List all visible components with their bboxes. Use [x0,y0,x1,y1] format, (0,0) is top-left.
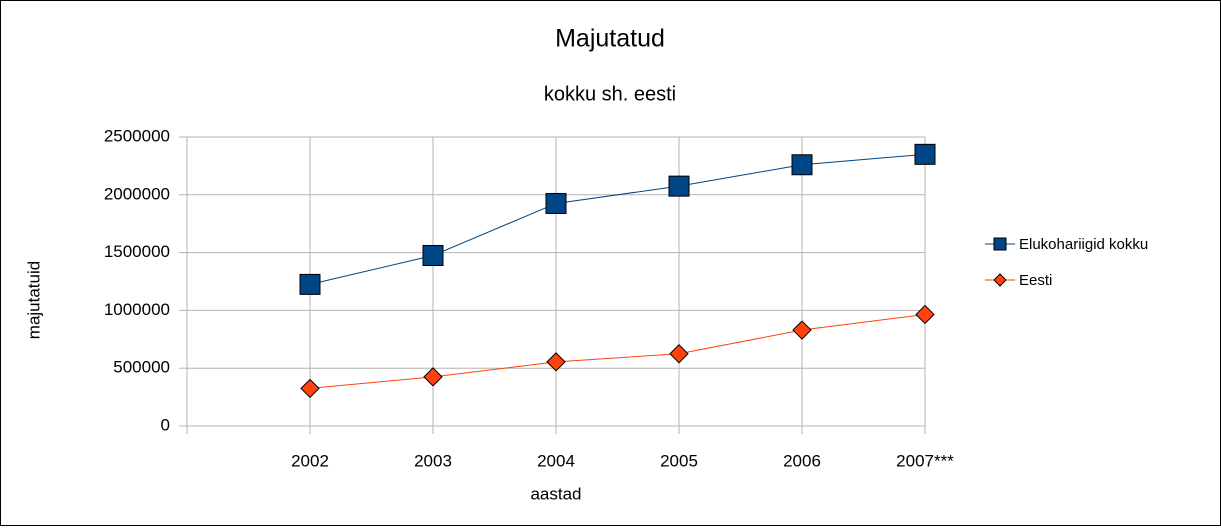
data-point [545,192,567,214]
series-line [309,153,926,285]
data-point [299,273,321,295]
x-tick-label: 2006 [783,451,821,470]
y-tick-label: 2500000 [104,126,170,145]
legend-label: Elukohariigid kokku [1019,236,1148,253]
data-point [422,244,444,266]
y-axis-label: majutatuid [24,261,43,339]
data-point [791,154,813,176]
chart-title: Majutatud [555,25,665,53]
y-tick-label: 2000000 [104,184,170,203]
x-tick-label: 2003 [414,451,452,470]
data-point [914,143,936,165]
y-tick-label: 500000 [113,358,170,377]
x-tick-label: 2007*** [896,451,954,470]
x-tick-label: 2005 [660,451,698,470]
y-tick-label: 1000000 [104,300,170,319]
y-tick-label: 0 [161,415,170,434]
data-point [423,367,443,387]
series-line [309,313,926,389]
y-tick-label: 1500000 [104,242,170,261]
legend-marker [993,237,1007,251]
legend-marker [993,273,1007,287]
data-point [300,378,320,399]
x-tick-label: 2004 [537,451,575,470]
x-tick-label: 2002 [291,451,329,470]
legend-label: Eesti [1019,272,1052,289]
chart-subtitle: kokku sh. eesti [544,83,676,105]
data-point [915,304,935,325]
data-point [792,320,812,340]
data-point [546,352,566,372]
data-point [669,344,689,364]
data-point [668,175,690,197]
x-axis-label: aastad [530,484,581,503]
